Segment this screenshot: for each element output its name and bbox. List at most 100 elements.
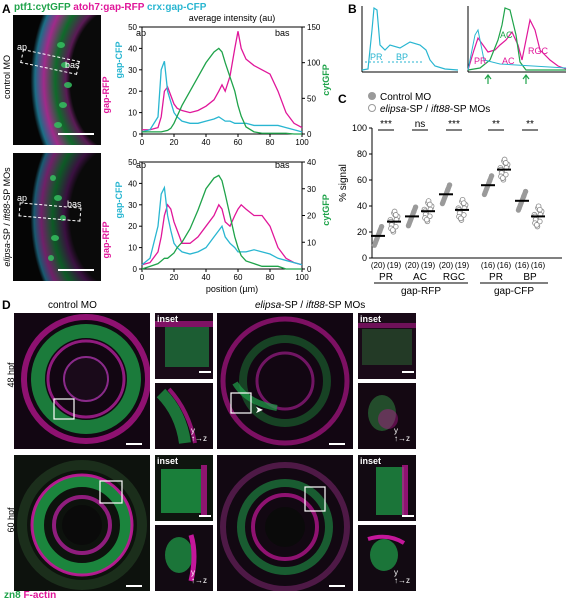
tick-label-x: 80 (266, 273, 275, 282)
d-legend-factin: F-actin (23, 590, 57, 601)
tick-label-left: 30 (128, 201, 137, 210)
point-mo (500, 175, 506, 181)
series-line-gap-rfp (141, 203, 303, 266)
panel-letter-c: C (338, 92, 347, 106)
tick-label-x: 60 (234, 273, 243, 282)
inset-48-mo-b: y ↑→z (358, 383, 416, 449)
panel-c-svg: Control MO elipsa-SP / ift88-SP MOs % si… (338, 92, 562, 297)
point-mo (458, 215, 464, 222)
c-tick-label: 80 (357, 149, 367, 159)
inset-48-control-a: inset (155, 313, 213, 379)
row-label-mo: elipsa-SP / ift88-SP MOs (2, 162, 12, 272)
axis-z-3: z (203, 576, 207, 585)
y-left-rfp-2: gap-RFP (101, 222, 111, 259)
point-mo (461, 200, 467, 206)
tick-label-right: 10 (307, 238, 316, 247)
point-control (516, 206, 522, 212)
yz-axis-1: y ↑→z (191, 427, 207, 443)
point-control (482, 190, 488, 196)
axis-arrow-3: ↑→ (191, 576, 203, 585)
inset-box-3 (99, 480, 123, 504)
yz-axis-2: y ↑→z (394, 427, 410, 443)
label-bas: bas (65, 60, 80, 70)
scale-bar-d1 (126, 443, 142, 445)
category-label: PR (379, 272, 393, 283)
inset-60-mo-a: inset (358, 455, 416, 521)
axis-y-3: y (191, 568, 195, 577)
chart-a2-bas: bas (275, 160, 290, 170)
group-label-rfp: gap-RFP (401, 286, 441, 297)
yz-axis-3: y ↑→z (191, 569, 207, 585)
inset-label-1: inset (157, 314, 179, 324)
tick-label-left: 30 (128, 66, 137, 75)
y-left-cfp-2: gap-CFP (114, 182, 124, 219)
n-label: (19) (455, 261, 470, 270)
eye-60hpf-mo (217, 455, 353, 591)
yz-axis-4: y ↑→z (394, 569, 410, 585)
category-label: AC (413, 272, 427, 283)
c-tick-label: 100 (352, 123, 367, 133)
point-control (377, 228, 383, 234)
label-ap: ap (17, 42, 28, 52)
tick-label-left: 0 (133, 265, 138, 274)
label-ap-2: ap (17, 193, 28, 203)
sig-label: *** (448, 119, 460, 130)
c-legend: Control MO elipsa-SP / ift88-SP MOs (368, 92, 490, 115)
d-col2-end: -SP MOs (324, 300, 366, 311)
scale-bar (58, 133, 94, 135)
n-label: (16) (481, 261, 496, 270)
label-bas-2: bas (67, 199, 82, 209)
c-tick-label: 20 (357, 227, 367, 237)
eye-60hpf-control (14, 455, 150, 591)
axis-z-4: z (406, 576, 410, 585)
point-control (447, 182, 453, 188)
point-control (406, 221, 412, 227)
legend-mo-mid: -SP / (406, 104, 431, 115)
row-label-control: control MO (2, 55, 12, 100)
point-mo (389, 227, 396, 233)
y-right-gfp: cytGFP (321, 64, 331, 96)
point-control (379, 223, 385, 230)
legend-ptf1: ptf1:cytGFP (14, 2, 71, 13)
arrowhead-icon: ➤ (255, 405, 263, 416)
tick-label-x: 60 (234, 138, 243, 147)
b-ac-label: AC (500, 30, 513, 40)
tick-label-left: 50 (128, 158, 137, 167)
group-label-cfp: gap-CFP (494, 286, 534, 297)
point-mo (534, 222, 540, 228)
tick-label-right: 0 (307, 130, 312, 139)
axis-z-1: z (203, 434, 207, 443)
legend-control-marker (368, 92, 376, 100)
tick-label-left: 0 (133, 130, 138, 139)
axis-y-2: y (394, 426, 398, 435)
n-label: (16) (531, 261, 546, 270)
row-label-ift88: ift88 (2, 203, 12, 221)
axis-y-4: y (394, 568, 398, 577)
c-tick-label: 40 (357, 201, 367, 211)
panel-letter-a: A (2, 2, 11, 16)
point-mo (392, 212, 399, 218)
panel-b-svg: PR BP PR AC AC RGC (361, 6, 567, 84)
n-label: (16) (497, 261, 512, 270)
tick-label-right: 20 (307, 212, 316, 221)
eye-48hpf-control (14, 313, 150, 449)
n-label: (19) (421, 261, 436, 270)
category-label: BP (523, 272, 537, 283)
tick-label-x: 80 (266, 138, 275, 147)
c-tick-label: 60 (357, 175, 367, 185)
axis-z-2: z (406, 434, 410, 443)
tick-label-x: 100 (295, 273, 309, 282)
eye-48hpf-mo: ➤ (217, 313, 353, 449)
legend-atoh7: atoh7:gap-RFP (73, 2, 145, 13)
scale-bar-d3 (126, 585, 142, 587)
series-line-cytgfp (142, 47, 302, 135)
plot-mo: 0 10 20 30 40 50 0 10 20 30 40 0 20 40 60 80 100 (128, 158, 316, 282)
tick-label-left: 10 (128, 244, 137, 253)
point-control (521, 193, 527, 199)
d-col2-mid: -SP / (281, 300, 306, 311)
series-line-gap-cfp (141, 61, 303, 133)
point-control (411, 209, 417, 215)
axis-arrow-4: ↑→ (394, 576, 406, 585)
tick-label-left: 40 (128, 44, 137, 53)
